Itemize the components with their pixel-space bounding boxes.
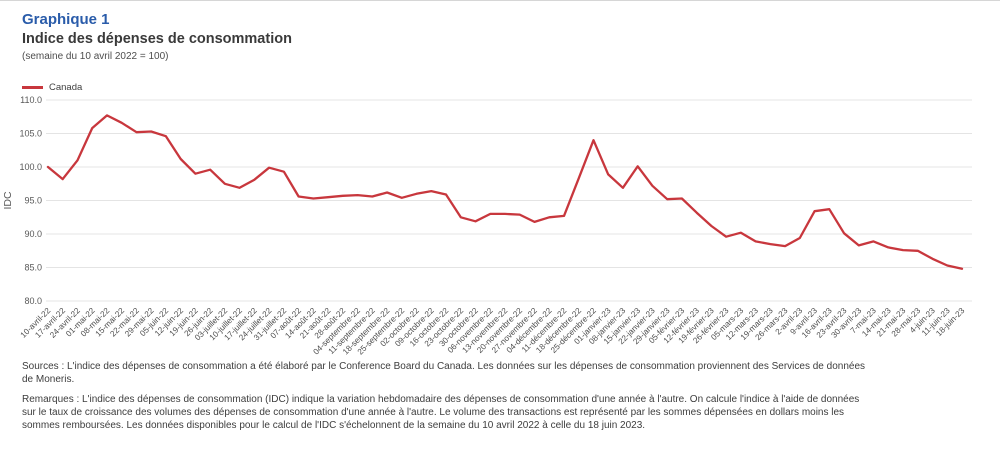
remarks-text: Remarques : L'indice des dépenses de con…	[22, 394, 860, 432]
y-tick-label: 85.0	[24, 263, 42, 273]
legend-series-label: Canada	[49, 82, 83, 93]
legend: Canada	[22, 82, 82, 93]
y-tick-label: 110.0	[20, 95, 42, 105]
line-chart: 80.085.090.095.0100.0105.0110.010-avril-…	[2, 95, 972, 357]
y-tick-label: 80.0	[24, 296, 42, 306]
y-tick-label: 95.0	[24, 196, 42, 206]
canada-series-line	[46, 114, 964, 270]
sources-text: Sources : L'indice des dépenses de conso…	[22, 361, 866, 386]
y-axis-label: IDC	[2, 191, 14, 210]
chart-subtitle-note: (semaine du 10 avril 2022 = 100)	[22, 51, 169, 62]
page-title: Indice des dépenses de consommation	[22, 31, 292, 47]
legend-line-swatch	[22, 86, 43, 89]
chart-number-title: Graphique 1	[22, 11, 110, 28]
y-tick-label: 100.0	[19, 162, 42, 172]
y-tick-label: 105.0	[19, 129, 42, 139]
y-tick-label: 90.0	[24, 229, 42, 239]
